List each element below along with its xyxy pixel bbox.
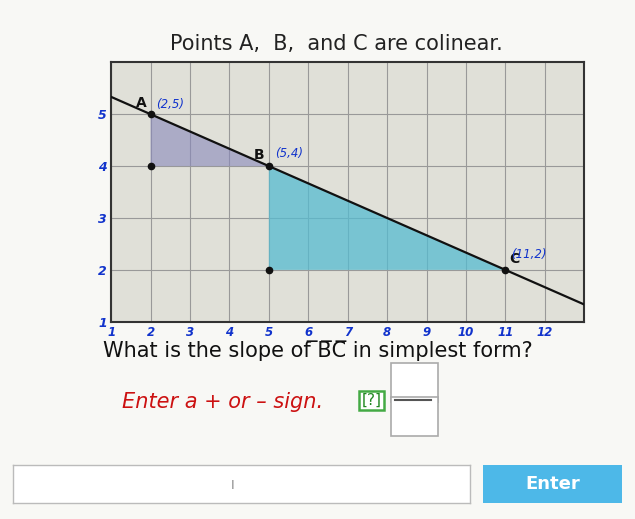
Text: Enter a + or – sign.: Enter a + or – sign. xyxy=(122,392,323,412)
Text: (2,5): (2,5) xyxy=(156,98,184,111)
Text: I: I xyxy=(231,480,234,493)
Text: (5,4): (5,4) xyxy=(275,147,303,160)
Polygon shape xyxy=(150,114,269,166)
Text: What is the slope of ̅B̅C̅ in simplest form?: What is the slope of ̅B̅C̅ in simplest f… xyxy=(103,340,532,361)
Polygon shape xyxy=(269,166,505,270)
Text: Enter: Enter xyxy=(525,475,580,493)
Text: C: C xyxy=(509,252,519,266)
Text: B: B xyxy=(254,148,265,162)
Text: Points A,  B,  and C are colinear.: Points A, B, and C are colinear. xyxy=(170,34,503,54)
Text: A: A xyxy=(136,96,147,110)
Text: [?]: [?] xyxy=(361,393,382,408)
Text: (11,2): (11,2) xyxy=(511,249,547,262)
